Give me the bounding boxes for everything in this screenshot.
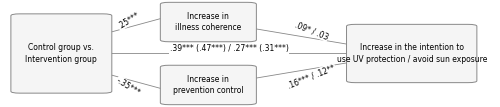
FancyBboxPatch shape: [160, 2, 256, 42]
Text: -.35***: -.35***: [115, 76, 142, 97]
Text: .09* / .03: .09* / .03: [293, 20, 330, 41]
Text: Increase in
illness coherence: Increase in illness coherence: [175, 12, 242, 32]
FancyBboxPatch shape: [346, 24, 477, 83]
Text: .16*** / .12**: .16*** / .12**: [286, 63, 337, 90]
FancyBboxPatch shape: [160, 65, 256, 105]
Text: .39*** (.47***) / .27*** (.31***): .39*** (.47***) / .27*** (.31***): [170, 44, 289, 53]
Text: Control group vs.
Intervention group: Control group vs. Intervention group: [26, 43, 97, 64]
Text: Increase in
prevention control: Increase in prevention control: [173, 75, 244, 95]
FancyBboxPatch shape: [11, 14, 112, 93]
Text: Increase in the intention to
use UV protection / avoid sun exposure: Increase in the intention to use UV prot…: [336, 43, 487, 64]
Text: .25***: .25***: [116, 10, 141, 30]
